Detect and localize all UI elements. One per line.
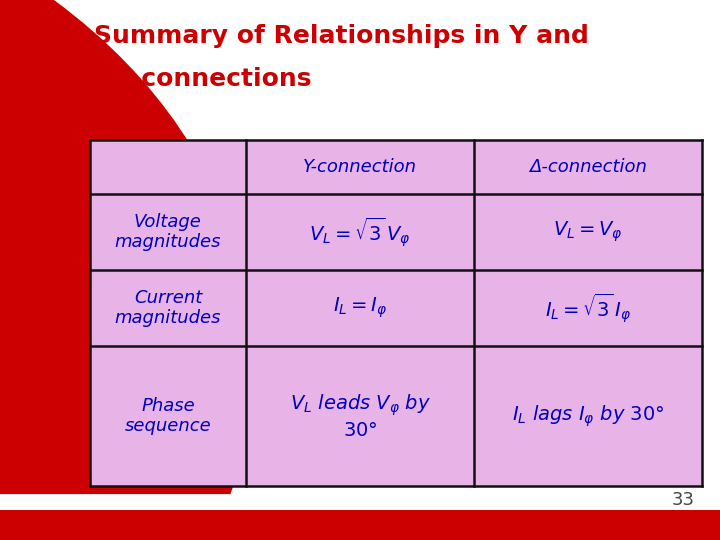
Text: $V_{L} = \sqrt{3}\,V_{\varphi}$: $V_{L} = \sqrt{3}\,V_{\varphi}$ (310, 215, 411, 249)
Text: $I_L$ lags $I_{\varphi}$ by $30\degree$: $I_L$ lags $I_{\varphi}$ by $30\degree$ (512, 403, 665, 429)
Text: $V_L$ leads $V_{\varphi}$ by
$30\degree$: $V_L$ leads $V_{\varphi}$ by $30\degree$ (289, 392, 431, 440)
Text: Current
magnitudes: Current magnitudes (114, 288, 221, 327)
Text: Δ-connection: Δ-connection (529, 158, 647, 176)
Text: 33: 33 (672, 491, 695, 509)
Text: Δ - connections: Δ - connections (94, 68, 311, 91)
PathPatch shape (0, 0, 253, 494)
Text: $V_L = V_{\varphi}$: $V_L = V_{\varphi}$ (553, 220, 623, 244)
Text: $I_L = \sqrt{3}\,I_{\varphi}$: $I_L = \sqrt{3}\,I_{\varphi}$ (545, 291, 631, 325)
Text: Summary of Relationships in Y and: Summary of Relationships in Y and (94, 24, 588, 48)
Bar (90, 140, 702, 486)
Text: Phase
sequence: Phase sequence (125, 396, 212, 435)
Bar (0, 510, 720, 540)
Text: $I_L = I_{\varphi}$: $I_L = I_{\varphi}$ (333, 296, 387, 320)
Text: Y-connection: Y-connection (303, 158, 417, 176)
Text: Voltage
magnitudes: Voltage magnitudes (114, 213, 221, 252)
